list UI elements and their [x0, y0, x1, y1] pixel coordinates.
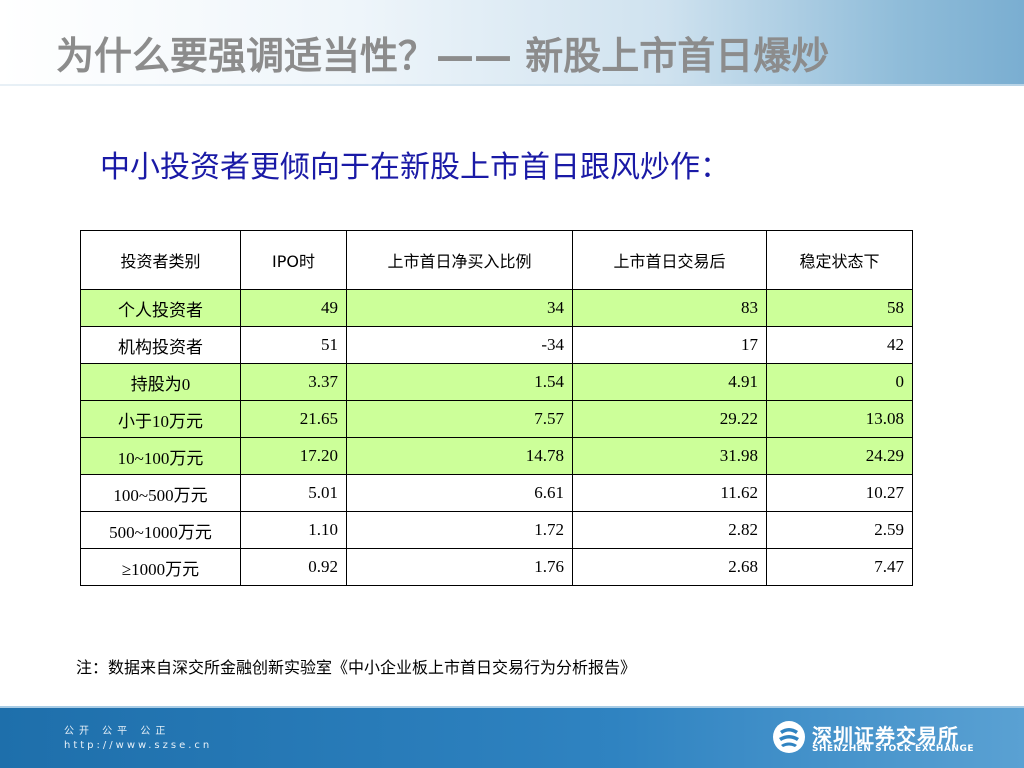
cell-net-buy: 1.76: [346, 548, 573, 586]
header-cell-stable: 稳定状态下: [766, 230, 913, 290]
table-header-row: 投资者类别 IPO时 上市首日净买入比例 上市首日交易后 稳定状态下: [80, 230, 913, 290]
cell-category: ≥1000万元: [80, 548, 241, 586]
cell-after-first-day: 29.22: [572, 400, 767, 438]
cell-net-buy: -34: [346, 326, 573, 364]
table-body: 个人投资者 49 34 83 58 机构投资者 51 -34 17 42 持股为0 3.37 1.54 4…: [80, 289, 913, 586]
table-row: 500~1000万元 1.10 1.72 2.82 2.59: [80, 511, 913, 549]
table-row: 小于10万元 21.65 7.57 29.22 13.08: [80, 400, 913, 438]
cell-stable: 58: [766, 289, 913, 327]
logo-chinese-name: 深圳证券交易所: [812, 724, 959, 748]
cell-net-buy: 6.61: [346, 474, 573, 512]
cell-ipo: 3.37: [240, 363, 347, 401]
cell-net-buy: 34: [346, 289, 573, 327]
header-cell-ipo: IPO时: [240, 230, 347, 290]
cell-stable: 7.47: [766, 548, 913, 586]
cell-ipo: 5.01: [240, 474, 347, 512]
cell-stable: 13.08: [766, 400, 913, 438]
cell-after-first-day: 2.82: [572, 511, 767, 549]
cell-after-first-day: 17: [572, 326, 767, 364]
cell-category: 500~1000万元: [80, 511, 241, 549]
table-row: 持股为0 3.37 1.54 4.91 0: [80, 363, 913, 401]
footer-slogan: 公开 公平 公正: [64, 726, 171, 737]
table-row: ≥1000万元 0.92 1.76 2.68 7.47: [80, 548, 913, 586]
cell-stable: 24.29: [766, 437, 913, 475]
cell-ipo: 1.10: [240, 511, 347, 549]
cell-ipo: 17.20: [240, 437, 347, 475]
slide-title: 为什么要强调适当性？—— 新股上市首日爆炒: [56, 34, 830, 78]
cell-stable: 0: [766, 363, 913, 401]
cell-net-buy: 1.72: [346, 511, 573, 549]
footer-band: [0, 708, 1024, 768]
szse-logo: 深圳证券交易所 SHENZHEN STOCK EXCHANGE: [772, 718, 974, 758]
header-cell-after-first-day: 上市首日交易后: [572, 230, 767, 290]
investor-table: 投资者类别 IPO时 上市首日净买入比例 上市首日交易后 稳定状态下 个人投资者…: [80, 230, 913, 586]
cell-net-buy: 7.57: [346, 400, 573, 438]
table-row: 个人投资者 49 34 83 58: [80, 289, 913, 327]
cell-after-first-day: 31.98: [572, 437, 767, 475]
cell-after-first-day: 2.68: [572, 548, 767, 586]
cell-category: 持股为0: [80, 363, 241, 401]
header-cell-category: 投资者类别: [80, 230, 241, 290]
footer-divider: [0, 706, 1024, 709]
cell-after-first-day: 11.62: [572, 474, 767, 512]
table-row: 10~100万元 17.20 14.78 31.98 24.29: [80, 437, 913, 475]
cell-category: 小于10万元: [80, 400, 241, 438]
cell-net-buy: 14.78: [346, 437, 573, 475]
cell-category: 个人投资者: [80, 289, 241, 327]
cell-category: 机构投资者: [80, 326, 241, 364]
logo-english-name: SHENZHEN STOCK EXCHANGE: [812, 744, 974, 754]
cell-ipo: 51: [240, 326, 347, 364]
szse-logo-icon: [773, 721, 805, 753]
slide-subtitle: 中小投资者更倾向于在新股上市首日跟风炒作：: [100, 150, 730, 185]
header-cell-net-buy: 上市首日净买入比例: [346, 230, 573, 290]
table-row: 机构投资者 51 -34 17 42: [80, 326, 913, 364]
header-band: [0, 0, 1024, 86]
cell-stable: 42: [766, 326, 913, 364]
cell-after-first-day: 83: [572, 289, 767, 327]
cell-ipo: 0.92: [240, 548, 347, 586]
cell-stable: 2.59: [766, 511, 913, 549]
cell-net-buy: 1.54: [346, 363, 573, 401]
cell-ipo: 21.65: [240, 400, 347, 438]
cell-category: 10~100万元: [80, 437, 241, 475]
cell-ipo: 49: [240, 289, 347, 327]
table-row: 100~500万元 5.01 6.61 11.62 10.27: [80, 474, 913, 512]
cell-after-first-day: 4.91: [572, 363, 767, 401]
source-note: 注：数据来自深交所金融创新实验室《中小企业板上市首日交易行为分析报告》: [76, 658, 637, 677]
header-divider: [0, 84, 1024, 86]
footer-url: http://www.szse.cn: [64, 740, 213, 751]
cell-stable: 10.27: [766, 474, 913, 512]
cell-category: 100~500万元: [80, 474, 241, 512]
